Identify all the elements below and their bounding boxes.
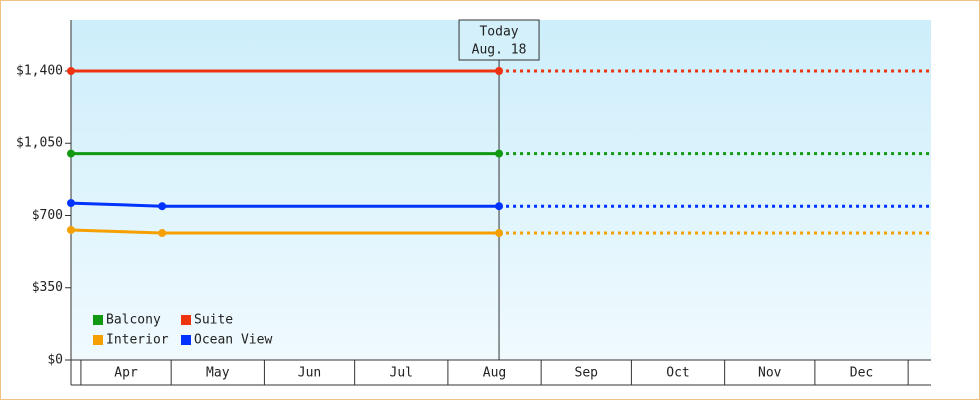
x-tick-label: Dec [850, 366, 873, 381]
y-tick-label: $700 [32, 208, 63, 223]
x-tick-label: Sep [575, 366, 599, 381]
x-tick-label: Oct [666, 366, 689, 381]
plot-area [71, 20, 931, 360]
x-tick-label: Aug [483, 366, 506, 381]
point [495, 229, 504, 238]
point [158, 202, 167, 211]
x-tick-label: Jul [390, 366, 413, 381]
legend-swatch [181, 335, 191, 345]
y-tick-label: $350 [32, 280, 63, 295]
y-tick-label: $0 [47, 353, 63, 368]
x-tick-label: Nov [758, 366, 782, 381]
x-tick-label: May [206, 366, 230, 381]
legend-swatch [181, 315, 191, 325]
y-tick-label: $1,400 [16, 63, 63, 78]
point [495, 149, 504, 158]
today-label: Today [479, 25, 518, 40]
point [67, 199, 75, 208]
x-tick-label: Apr [114, 366, 138, 381]
legend-label: Suite [194, 313, 233, 328]
point [158, 229, 167, 238]
legend-swatch [93, 315, 103, 325]
today-label: Aug. 18 [472, 43, 527, 58]
point [495, 66, 504, 75]
y-tick-label: $1,050 [16, 136, 63, 151]
x-tick-label: Jun [298, 366, 321, 381]
point [495, 202, 504, 211]
point [67, 149, 75, 158]
point [67, 66, 75, 75]
point [67, 225, 75, 234]
legend-label: Ocean View [194, 333, 272, 348]
today-box [458, 19, 540, 61]
legend-swatch [93, 335, 103, 345]
legend-label: Interior [106, 333, 169, 348]
legend-label: Balcony [106, 313, 161, 328]
